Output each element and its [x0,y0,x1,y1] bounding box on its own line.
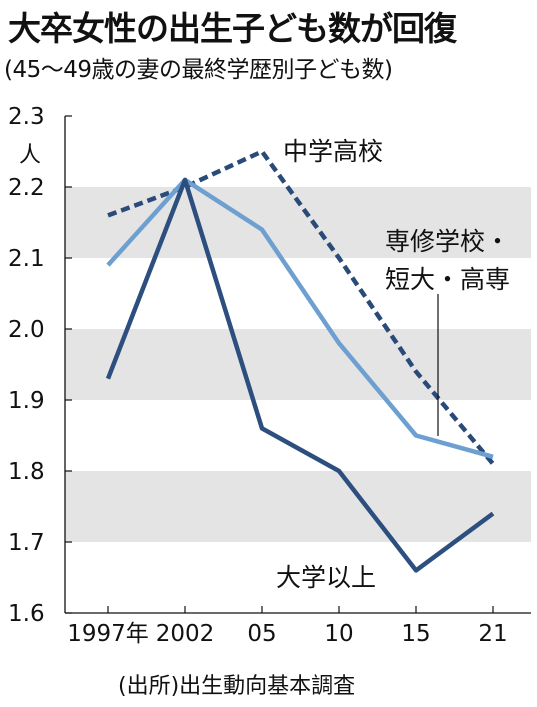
label-vocational-line2: 短大・高専 [385,265,510,294]
y-tick-label: 2.0 [8,317,45,343]
series-line-0 [107,149,495,466]
chart-title: 大卒女性の出生子ども数が回復 [8,9,457,48]
label-vocational-line1: 専修学校・ [385,227,510,256]
shaded-band-1 [65,329,531,400]
x-tick-label: 05 [247,621,276,647]
x-tick-labels: 1997年 2002 05 10 15 21 [67,621,507,647]
y-tick-label: 2.3 [8,104,45,130]
y-tick-label: 1.6 [8,601,45,627]
chart-subtitle: (45〜49歳の妻の最終学歴別子ども数) [4,57,393,83]
series-line-2 [105,177,495,573]
x-tick-label: 1997年 [67,621,149,647]
y-tick-label: 1.8 [8,459,45,485]
series-line-1 [106,177,494,459]
y-tick-label: 1.7 [8,530,45,556]
axes [64,115,531,614]
y-tick-label: 2.1 [8,246,45,272]
shaded-band-2 [65,471,531,542]
shaded-bands [65,187,531,542]
y-tick-label: 2.2 [8,175,45,201]
label-high-school: 中学高校 [283,137,383,166]
x-tick-label: 2002 [156,621,215,647]
x-tick-label: 15 [401,621,430,647]
y-tick-label: 1.9 [8,388,45,414]
y-unit-label: 人 [19,143,41,168]
series-lines [105,149,495,573]
x-tick-label: 21 [478,621,507,647]
x-tick-label: 10 [324,621,353,647]
y-tick-labels: 2.3 2.2 2.1 2.0 1.9 1.8 1.7 1.6 [8,104,45,627]
source-note: (出所)出生動向基本調査 [118,674,356,699]
label-university: 大学以上 [276,563,376,592]
